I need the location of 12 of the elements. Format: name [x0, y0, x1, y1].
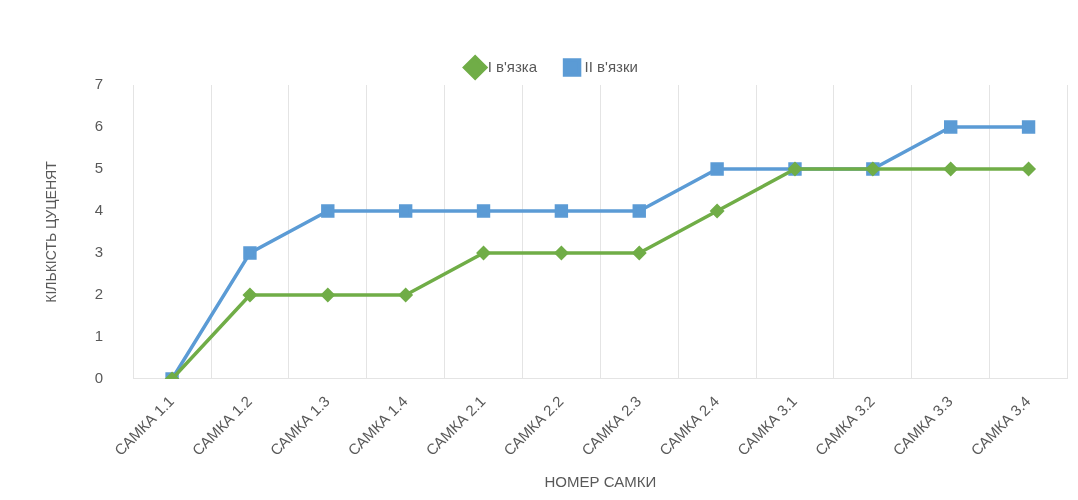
y-tick-label: 2 [94, 285, 104, 303]
y-tick-label: 6 [94, 117, 104, 135]
y-tick-label: 1 [94, 327, 104, 345]
legend-label: II в'язки [584, 57, 638, 75]
y-tick-label: 0 [94, 369, 104, 387]
x-axis-title: НОМЕР САМКИ [544, 473, 657, 491]
y-tick-label: 3 [94, 243, 104, 261]
legend-label: I в'язка [487, 57, 538, 75]
y-tick-label: 5 [94, 159, 104, 177]
y-axis-title: КІЛЬКІСТЬ ЦУЦЕНЯТ [43, 160, 60, 303]
y-tick-label: 4 [94, 201, 104, 219]
y-tick-label: 7 [94, 75, 104, 93]
